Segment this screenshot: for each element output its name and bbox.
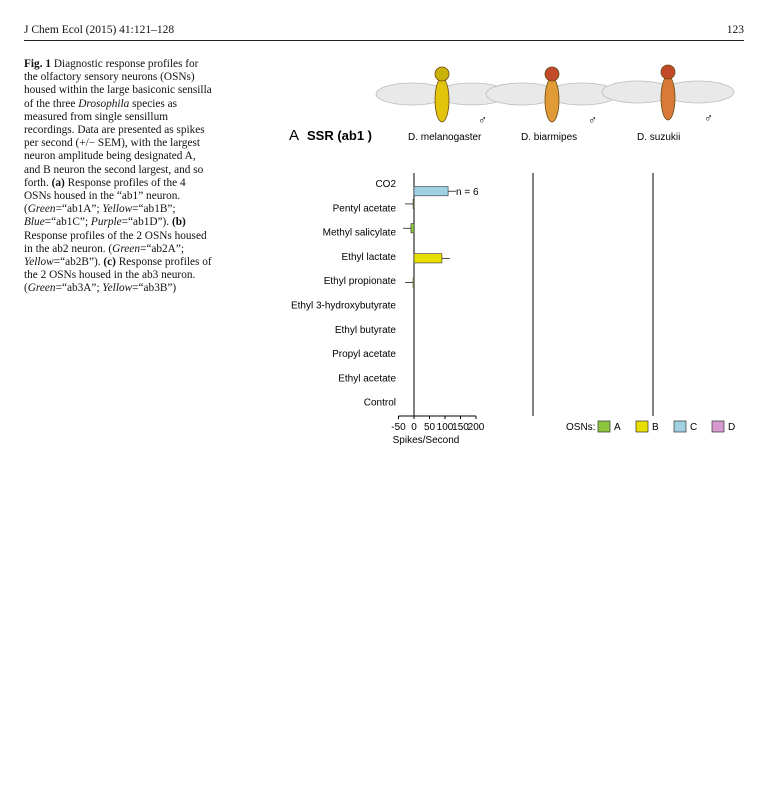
bar-A	[412, 199, 415, 209]
journal-citation: J Chem Ecol (2015) 41:121–128	[24, 24, 175, 36]
fly-icon	[660, 75, 676, 121]
caption-text: Yellow	[102, 282, 133, 295]
legend-title: OSNs:	[566, 422, 595, 433]
page-number: 123	[726, 24, 744, 36]
x-axis-label: Spikes/Second	[393, 435, 460, 446]
legend-swatch-A	[597, 420, 611, 433]
fly-icon	[544, 77, 560, 123]
bar-A	[410, 223, 415, 234]
caption-text: =“ab1D”).	[121, 216, 172, 229]
caption-text: Yellow	[102, 203, 133, 216]
caption-text: Green	[27, 282, 56, 295]
caption-text: =“ab2A”;	[139, 242, 184, 255]
category-label: Control	[364, 398, 396, 409]
caption-text: (c)	[103, 256, 116, 269]
caption-text: Drosophila	[78, 97, 130, 110]
legend-swatch-B	[635, 420, 649, 433]
caption-text: =“ab1A”;	[55, 203, 103, 216]
caption-text: Green	[112, 242, 140, 255]
x-tick-label: 200	[468, 422, 485, 433]
caption-text: =“ab3A”;	[55, 282, 103, 295]
fly-icon	[434, 66, 450, 82]
male-symbol: ♂	[704, 111, 713, 125]
legend-swatch-C	[673, 420, 687, 433]
caption-text: Response profiles of the 2 OSNs housed i…	[24, 256, 212, 295]
figure-caption: Fig. 1 Diagnostic response profiles for …	[24, 58, 212, 296]
category-label: Ethyl lactate	[342, 252, 397, 263]
male-symbol: ♂	[478, 113, 487, 127]
x-tick-label: -50	[391, 422, 406, 433]
category-label: Ethyl propionate	[324, 276, 397, 287]
category-label: Pentyl acetate	[333, 203, 397, 214]
species-label: D. suzukii	[637, 132, 680, 143]
caption-text: =“ab1B”;	[132, 203, 176, 216]
caption-text: Purple	[90, 216, 122, 229]
fly-icon	[434, 77, 450, 123]
legend-label: A	[614, 422, 621, 433]
legend-swatch-D	[711, 420, 725, 433]
species-label: D. melanogaster	[408, 132, 482, 143]
legend-label: D	[728, 422, 735, 433]
category-label: Propyl acetate	[332, 349, 396, 360]
legend-label: B	[652, 422, 659, 433]
panel-title: SSR (ab1 )	[307, 128, 372, 143]
caption-text: Green	[27, 203, 56, 216]
category-label: Ethyl butyrate	[335, 325, 397, 336]
x-tick-label: 50	[424, 422, 436, 433]
fly-icon	[660, 64, 676, 80]
x-tick-label: 100	[437, 422, 454, 433]
caption-text: Response profiles of the 4 OSNs housed i…	[24, 176, 186, 216]
x-tick-label: 150	[452, 422, 469, 433]
caption-text: =“ab1C”;	[44, 216, 91, 229]
panel-letter: A	[289, 127, 299, 144]
category-label: CO2	[375, 179, 396, 190]
category-label: Methyl salicylate	[323, 228, 397, 239]
caption-text: Yellow	[24, 256, 54, 269]
caption-text: (a)	[51, 176, 65, 189]
legend-label: C	[690, 422, 697, 433]
bar-B	[412, 277, 415, 288]
caption-text: =“ab2B”).	[53, 256, 104, 269]
fly-icon	[544, 66, 560, 82]
species-label: D. biarmipes	[521, 132, 577, 143]
caption-text: (b)	[171, 216, 186, 229]
bar-B	[413, 253, 443, 264]
caption-text: Blue	[24, 216, 45, 229]
x-tick-label: 0	[411, 422, 417, 433]
bar-C	[413, 186, 449, 197]
male-symbol: ♂	[588, 113, 597, 127]
category-label: Ethyl acetate	[338, 373, 396, 384]
category-label: Ethyl 3-hydroxybutyrate	[291, 301, 396, 312]
figure-label: Fig. 1	[24, 58, 54, 70]
header-rule	[24, 40, 744, 41]
caption-text: Response profiles of the 2 OSNs housed i…	[24, 229, 207, 255]
caption-text: Diagnostic response profiles for the olf…	[24, 58, 212, 110]
caption-text: species as measured from single sensillu…	[24, 97, 205, 189]
journal-header: J Chem Ecol (2015) 41:121–128 123	[24, 24, 744, 36]
n-annotation: n = 6	[456, 187, 479, 198]
caption-text: =“ab3B”)	[132, 282, 177, 295]
